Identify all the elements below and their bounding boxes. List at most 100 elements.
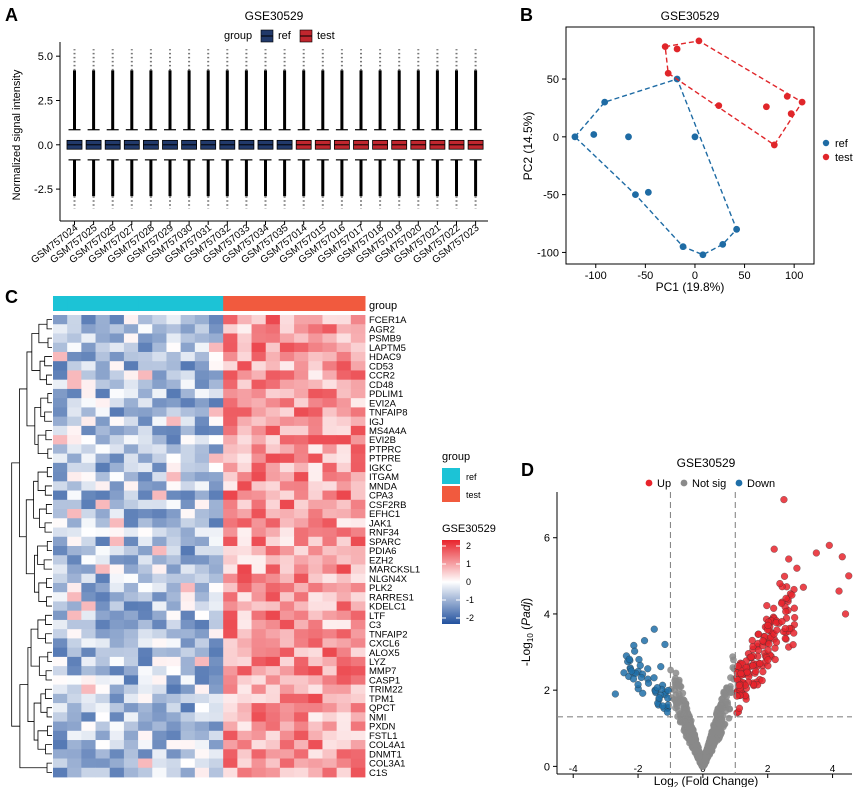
heatmap-cell	[180, 749, 196, 759]
heatmap-cell	[223, 342, 238, 353]
panel-b-pca: GSE30529 PC1 (19.8%) PC2 (14.5%) -100 -50…	[521, 9, 853, 294]
point-up	[780, 572, 789, 580]
heatmap-cell	[95, 370, 111, 381]
heatmap-cell	[265, 767, 281, 778]
panel-label-d: D	[521, 460, 534, 480]
heatmap-cell	[95, 444, 111, 454]
heatmap-cell	[53, 758, 68, 769]
heatmap-cell	[251, 638, 267, 649]
panel-d-ytick-label: 6	[544, 533, 550, 545]
heatmap-cell	[123, 684, 139, 695]
panel-label-a: A	[5, 5, 18, 25]
point-up	[765, 640, 773, 648]
heatmap-cell	[209, 527, 224, 538]
heatmap-cell	[152, 573, 167, 584]
heatmap-cell	[109, 582, 125, 593]
heatmap-cell	[67, 425, 82, 436]
heatmap-cell	[294, 582, 309, 593]
heatmap-cell	[67, 555, 82, 565]
heatmap-cell	[308, 693, 323, 704]
heatmap-cell	[265, 749, 281, 759]
heatmap-cell	[308, 315, 323, 325]
heatmap-cell	[237, 712, 252, 722]
heatmap-cell	[166, 749, 182, 759]
panel-a-ytick-label: -2.5	[34, 184, 53, 196]
heatmap-cell	[95, 453, 111, 464]
heatmap-cell	[138, 527, 153, 538]
heatmap-cell	[279, 425, 295, 436]
heatmap-cell	[350, 546, 366, 556]
dendrogram-branch	[40, 693, 48, 713]
heatmap-cell	[166, 518, 182, 528]
heatmap-cell	[194, 555, 210, 565]
heatmap-cell	[138, 675, 153, 685]
heatmap-cell	[209, 546, 224, 556]
heatmap-cell	[67, 767, 82, 778]
heatmap-cell	[166, 610, 182, 621]
heatmap-cell	[265, 379, 281, 390]
dendrogram-branch	[44, 688, 52, 699]
heatmap-cell	[194, 315, 210, 325]
heatmap-cell	[81, 453, 96, 464]
heatmap-cell	[308, 721, 323, 732]
heatmap-cell	[194, 730, 210, 741]
heatmap-cell	[194, 333, 210, 344]
gene-label-CASP1: CASP1	[369, 675, 400, 686]
heatmap-cell	[209, 601, 224, 612]
heatmap-cell	[81, 573, 96, 584]
heatmap-cell	[265, 656, 281, 667]
heatmap-cell	[350, 351, 366, 362]
heatmap-cell	[265, 573, 281, 584]
heatmap-cell	[166, 425, 182, 436]
heatmap-cell	[336, 361, 352, 371]
heatmap-cell	[123, 712, 139, 722]
heatmap-cell	[223, 684, 238, 695]
dendrogram-branch	[44, 411, 52, 422]
heatmap-cell	[237, 546, 252, 556]
heatmap-cell	[265, 619, 281, 630]
heatmap-cell	[265, 499, 281, 510]
heatmap-cell	[209, 453, 224, 464]
heatmap-cell	[109, 499, 125, 510]
heatmap-cell	[350, 481, 366, 491]
heatmap-cell	[251, 490, 267, 501]
heatmap-cell	[223, 333, 238, 344]
heatmap-cell	[237, 379, 252, 390]
heatmap-cell	[166, 435, 182, 445]
panel-d-ylabel: -Log10 (Padj)	[519, 598, 535, 666]
heatmap-cell	[138, 555, 153, 565]
heatmap-cell	[81, 536, 96, 547]
heatmap-cell	[237, 472, 252, 482]
heatmap-cell	[53, 398, 68, 408]
heatmap-cell	[109, 740, 125, 750]
point-up	[759, 637, 767, 645]
heatmap-cell	[53, 527, 68, 538]
heatmap-cell	[251, 703, 267, 713]
panel-d-ytick-label: 4	[544, 609, 550, 621]
heatmap-cell	[180, 619, 196, 630]
heatmap-cell	[180, 370, 196, 381]
heatmap-cell	[308, 379, 323, 390]
heatmap-cell	[81, 647, 96, 658]
panel-a-title: GSE30529	[245, 9, 304, 23]
heatmap-cell	[279, 472, 295, 482]
gene-label-LAPTM5: LAPTM5	[369, 343, 406, 354]
heatmap-cell	[322, 472, 338, 482]
heatmap-cell	[279, 315, 295, 325]
heatmap-cell	[251, 315, 267, 325]
heatmap-cell	[67, 370, 82, 381]
point-ns	[701, 757, 709, 764]
point-up	[780, 496, 788, 504]
heatmap-cell	[209, 342, 224, 353]
heatmap-cell	[194, 721, 210, 732]
heatmap-cell	[166, 601, 182, 612]
heatmap-cell	[81, 684, 96, 695]
heatmap-cell	[67, 582, 82, 593]
heatmap-cell	[81, 712, 96, 722]
heatmap-cell	[294, 342, 309, 353]
dendrogram-branch	[27, 647, 35, 722]
heatmap-cell	[152, 592, 167, 602]
panel-d-ytick-label: 2	[544, 685, 550, 697]
heatmap-cell	[209, 379, 224, 390]
heatmap-cell	[265, 740, 281, 750]
